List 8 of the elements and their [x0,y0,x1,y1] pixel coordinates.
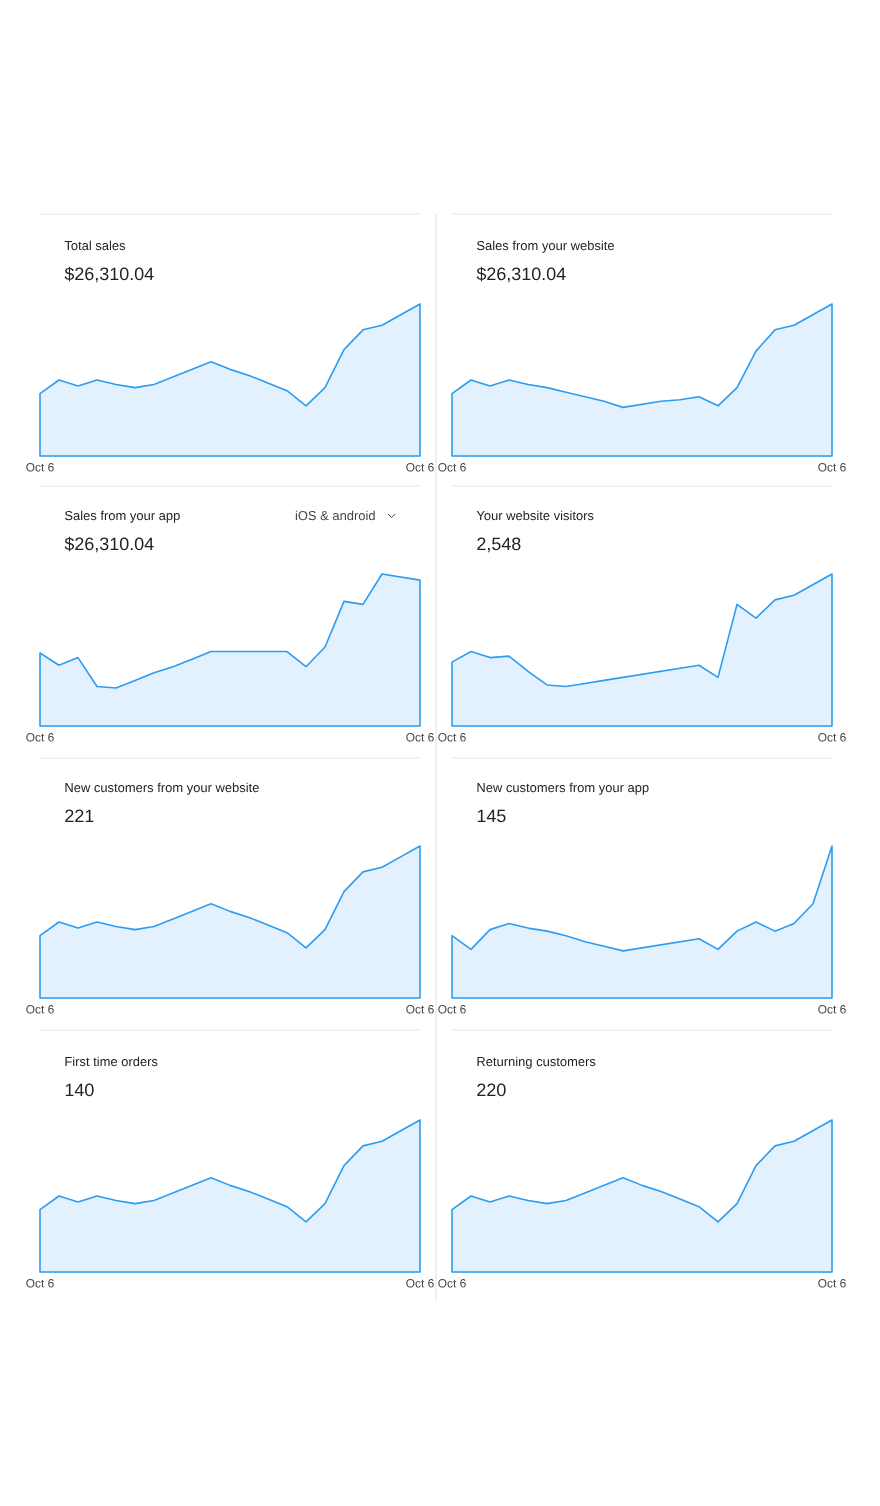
chart-subtitle: $26,310.04 [476,266,566,283]
chart-subtitle: $26,310.04 [64,266,154,283]
chart-subtitle: 220 [477,1083,506,1097]
chart-subtitle: $26,310.04 [64,536,154,553]
chart-subtitle: 140 [65,1083,94,1097]
chart-subtitle: 145 [477,809,506,823]
chart-subtitle: 221 [65,809,94,823]
chart-subtitle: 2,548 [477,537,521,553]
